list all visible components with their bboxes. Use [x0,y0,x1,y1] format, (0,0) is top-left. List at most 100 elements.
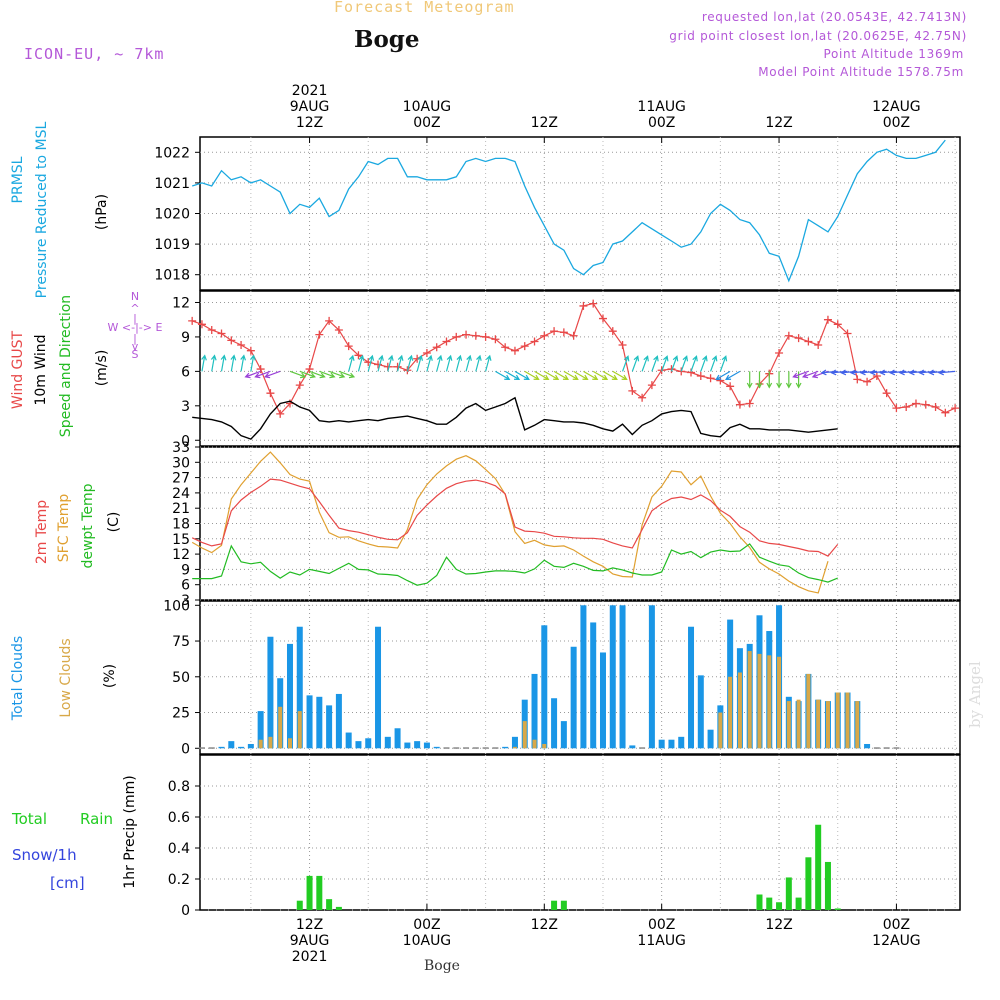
total-cloud-bar [355,741,362,749]
gridpoint-coords: grid point closest lon,lat (20.0625E, 42… [669,29,967,43]
pressure-line [192,139,946,283]
total-cloud-bar [414,741,421,749]
total-cloud-bar [463,747,470,749]
wind-direction-arrow [240,354,247,372]
gust-marker [442,337,451,346]
gust-marker [735,400,744,409]
compass-bar: | [133,312,137,325]
wind-direction-arrow [918,369,936,376]
gust-marker [569,331,578,340]
y-tick-label: 1019 [154,237,190,253]
time-label-top: 9AUG [290,99,330,115]
wind-direction-arrow [573,370,589,380]
time-label-top: 12Z [531,115,558,131]
gust-marker [540,331,549,340]
time-label-bottom: 00Z [648,917,675,933]
wind-direction-arrow [792,370,809,379]
low-cloud-bar [786,701,791,749]
snow-unit: [cm] [50,874,85,892]
clouds-unit: (%) [102,664,118,688]
wind-direction-arrow [719,355,728,372]
gust-marker [716,376,725,385]
dewpt-label: dewpt Temp [80,483,96,568]
wind-direction-arrow [830,369,848,376]
gust-marker [921,400,930,409]
total-cloud-bar [590,622,597,749]
wind-direction-arrow [338,370,356,379]
wind-direction-arrow [612,370,628,380]
y-tick-label: 0.4 [168,841,190,857]
y-tick-label: 0.2 [168,872,190,888]
y-tick-label: 15 [172,532,190,548]
total-cloud-bar [218,746,225,749]
y-tick-label: 12 [172,547,190,563]
gust-marker [794,334,803,343]
wind-direction-arrow [785,371,792,389]
compass-south: S [132,348,139,361]
rain-bar [795,897,802,910]
gust-marker [804,337,813,346]
total-cloud-bar [492,747,499,749]
rain-bar [785,877,792,910]
wind-label: 10m Wind [33,334,49,405]
wind-direction-arrow [690,355,698,372]
total-cloud-bar [893,747,900,749]
gust-marker [579,301,588,310]
wind-direction-arrow [230,354,237,372]
gust-marker [706,374,715,383]
y-tick-label: 21 [172,501,190,517]
compass-down: v [132,340,139,353]
wind-direction-arrow [908,369,926,376]
panel-frame [199,600,961,755]
time-label-bottom: 00Z [413,917,440,933]
gust-marker [951,404,960,413]
wind-direction-arrow [859,369,877,376]
wind-direction-arrow [426,354,433,372]
low-cloud-bar [532,739,537,749]
gust-marker [344,342,353,351]
wind-direction-arrow [840,369,858,376]
wind-direction-arrow [244,370,261,379]
gust-marker [325,316,334,325]
wind-direction-arrow [776,371,782,389]
pressure-unit: (hPa) [94,194,110,230]
total-cloud-bar [648,605,655,749]
gust-marker [207,326,216,335]
total-cloud-bar [658,739,665,749]
gust-marker [638,393,647,402]
total-cloud-bar [629,745,636,749]
gust-marker [550,327,559,336]
gust-marker [598,314,607,323]
wind-direction-arrow [700,355,708,372]
low-cloud-bar [522,721,527,749]
rain-bar [306,875,313,910]
y-tick-label: 3 [181,593,190,609]
wind-direction-arrow [495,370,511,380]
wind-direction-arrow [641,355,649,372]
time-label-top: 2021 [292,83,328,99]
wind-direction-arrow [879,369,897,376]
gust-label: Wind GUST [10,330,26,409]
gust-marker [941,408,950,417]
wind-direction-arrow [592,370,609,380]
y-tick-label: 27 [172,471,190,487]
wind-direction-arrow [397,354,404,372]
time-label-bottom: 2021 [292,949,328,965]
gust-marker [882,389,891,398]
wind-direction-arrow [465,354,472,372]
wind-direction-arrow [670,355,679,372]
y-tick-label: 9 [181,562,190,578]
total-cloud-bar [433,746,440,749]
point-altitude: Point Altitude 1369m [823,47,964,61]
rain-bar [805,857,812,910]
gust-marker [608,327,617,336]
wind-direction-arrow [436,354,443,372]
model-point-altitude: Model Point Altitude 1578.75m [758,65,964,79]
total-cloud-bar [551,698,558,749]
time-label-bottom: 12AUG [872,933,921,949]
low-clouds-label: Low Clouds [58,638,74,717]
rain-bar [560,900,567,910]
pressure-label: PRMSL [10,156,26,203]
total-cloud-bar [443,747,450,749]
